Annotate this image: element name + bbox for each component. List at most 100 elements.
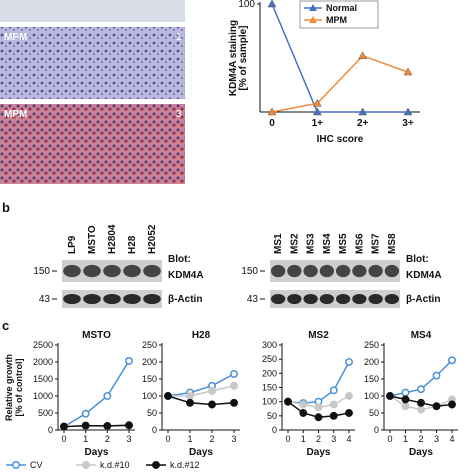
y-tick-label: 200 bbox=[364, 357, 379, 367]
image-score: 3 bbox=[176, 109, 182, 120]
point bbox=[312, 107, 322, 116]
point bbox=[432, 402, 441, 411]
lane-label: H28 bbox=[127, 235, 138, 254]
blot-band bbox=[335, 293, 351, 305]
blot-band bbox=[303, 293, 318, 305]
image-label: MPM bbox=[4, 109, 27, 120]
x-axis-label: Days bbox=[85, 447, 109, 458]
lane-label: H2052 bbox=[147, 224, 158, 254]
histology-image bbox=[0, 0, 185, 22]
point bbox=[345, 409, 353, 417]
y-axis-label: Relative growth[% of control] bbox=[4, 354, 24, 421]
x-tick-label: 0 bbox=[387, 434, 392, 444]
marker-label: 43 bbox=[247, 294, 259, 305]
x-tick-label: 2 bbox=[418, 434, 423, 444]
point bbox=[103, 392, 112, 400]
image-score: 1 bbox=[176, 32, 182, 43]
y-tick-label: 200 bbox=[262, 368, 277, 378]
x-tick-label: 1+ bbox=[312, 118, 324, 129]
blot-band bbox=[123, 293, 141, 305]
y-tick-label: 150 bbox=[142, 374, 157, 384]
lane-label: MS1 bbox=[273, 233, 284, 254]
point bbox=[164, 392, 172, 400]
point bbox=[329, 400, 338, 409]
point bbox=[358, 107, 368, 116]
legend-marker bbox=[152, 461, 160, 469]
point bbox=[448, 400, 456, 409]
blot-label: Blot: bbox=[406, 254, 429, 265]
x-tick-label: 1 bbox=[187, 434, 192, 444]
y-tick-label: 50 bbox=[267, 411, 277, 421]
lane-label: MSTO bbox=[87, 225, 98, 254]
blot-band bbox=[143, 293, 161, 305]
protein-label: β-Actin bbox=[406, 294, 440, 305]
y-tick-label: 200 bbox=[142, 357, 157, 367]
x-tick-label: 4 bbox=[346, 434, 351, 444]
point bbox=[81, 409, 90, 418]
legend-label: k.d.#12 bbox=[170, 460, 200, 470]
x-tick-label: 3 bbox=[331, 434, 336, 444]
point bbox=[403, 107, 413, 116]
point bbox=[329, 386, 338, 395]
series-line bbox=[167, 395, 235, 406]
point bbox=[208, 400, 216, 409]
lane-label: MS6 bbox=[354, 233, 365, 254]
marker-label: 43 bbox=[39, 294, 51, 305]
y-tick-label: 0 bbox=[374, 425, 379, 435]
x-tick-label: 3 bbox=[231, 434, 236, 444]
series-line bbox=[167, 373, 235, 397]
point bbox=[345, 358, 353, 366]
image-label: MPM bbox=[4, 32, 27, 43]
point bbox=[103, 421, 112, 430]
panel-letter: b bbox=[2, 200, 10, 215]
x-tick-label: 0 bbox=[165, 434, 170, 444]
legend-label: k.d.#10 bbox=[100, 460, 130, 470]
point bbox=[60, 422, 68, 431]
x-tick-label: 4 bbox=[449, 434, 454, 444]
legend-label: MPM bbox=[326, 15, 347, 25]
point bbox=[299, 400, 308, 409]
point bbox=[81, 421, 90, 430]
series-line bbox=[63, 360, 130, 428]
x-axis-label: Days bbox=[307, 447, 331, 458]
lane-label: MS2 bbox=[289, 233, 300, 254]
blot-band bbox=[63, 264, 81, 278]
lane-label: MS7 bbox=[371, 233, 382, 254]
y-tick-label: 100 bbox=[238, 0, 255, 10]
y-tick-label: 2500 bbox=[33, 340, 53, 350]
y-tick-label: 250 bbox=[364, 340, 379, 350]
point bbox=[186, 398, 194, 407]
blot-band bbox=[384, 264, 400, 278]
y-axis-label-part: KDM4A staining bbox=[228, 20, 239, 96]
point bbox=[314, 403, 323, 412]
point bbox=[125, 421, 133, 430]
y-tick-label: 150 bbox=[262, 383, 277, 393]
point bbox=[386, 392, 394, 400]
y-tick-label: 50 bbox=[369, 408, 379, 418]
point bbox=[417, 405, 425, 414]
blot-band bbox=[103, 264, 121, 278]
point bbox=[314, 413, 323, 422]
y-axis-label-part: Relative growth bbox=[4, 354, 14, 421]
blot-band bbox=[287, 264, 302, 278]
blot-band bbox=[103, 293, 121, 305]
x-tick-label: 0 bbox=[269, 118, 275, 129]
y-axis-label-part: [% of control] bbox=[14, 359, 24, 417]
y-axis-label: KDM4A staining[% of sample] bbox=[228, 20, 249, 96]
y-tick-label: 2000 bbox=[33, 357, 53, 367]
x-axis-label: IHC score bbox=[317, 134, 364, 145]
x-tick-label: 0 bbox=[285, 434, 290, 444]
y-tick-label: 1000 bbox=[33, 391, 53, 401]
lane-label: H2804 bbox=[107, 224, 118, 254]
y-tick-label: 250 bbox=[262, 354, 277, 364]
blot-band bbox=[352, 264, 367, 278]
lane-label: MS4 bbox=[322, 233, 333, 254]
panel-letter: c bbox=[2, 318, 9, 333]
blot-band bbox=[303, 264, 318, 278]
lane-label: MS3 bbox=[306, 233, 317, 254]
y-tick-label: 0 bbox=[152, 425, 157, 435]
series-line bbox=[63, 424, 130, 428]
x-tick-label: 2 bbox=[209, 434, 214, 444]
series-line bbox=[271, 54, 409, 113]
point bbox=[417, 385, 425, 394]
